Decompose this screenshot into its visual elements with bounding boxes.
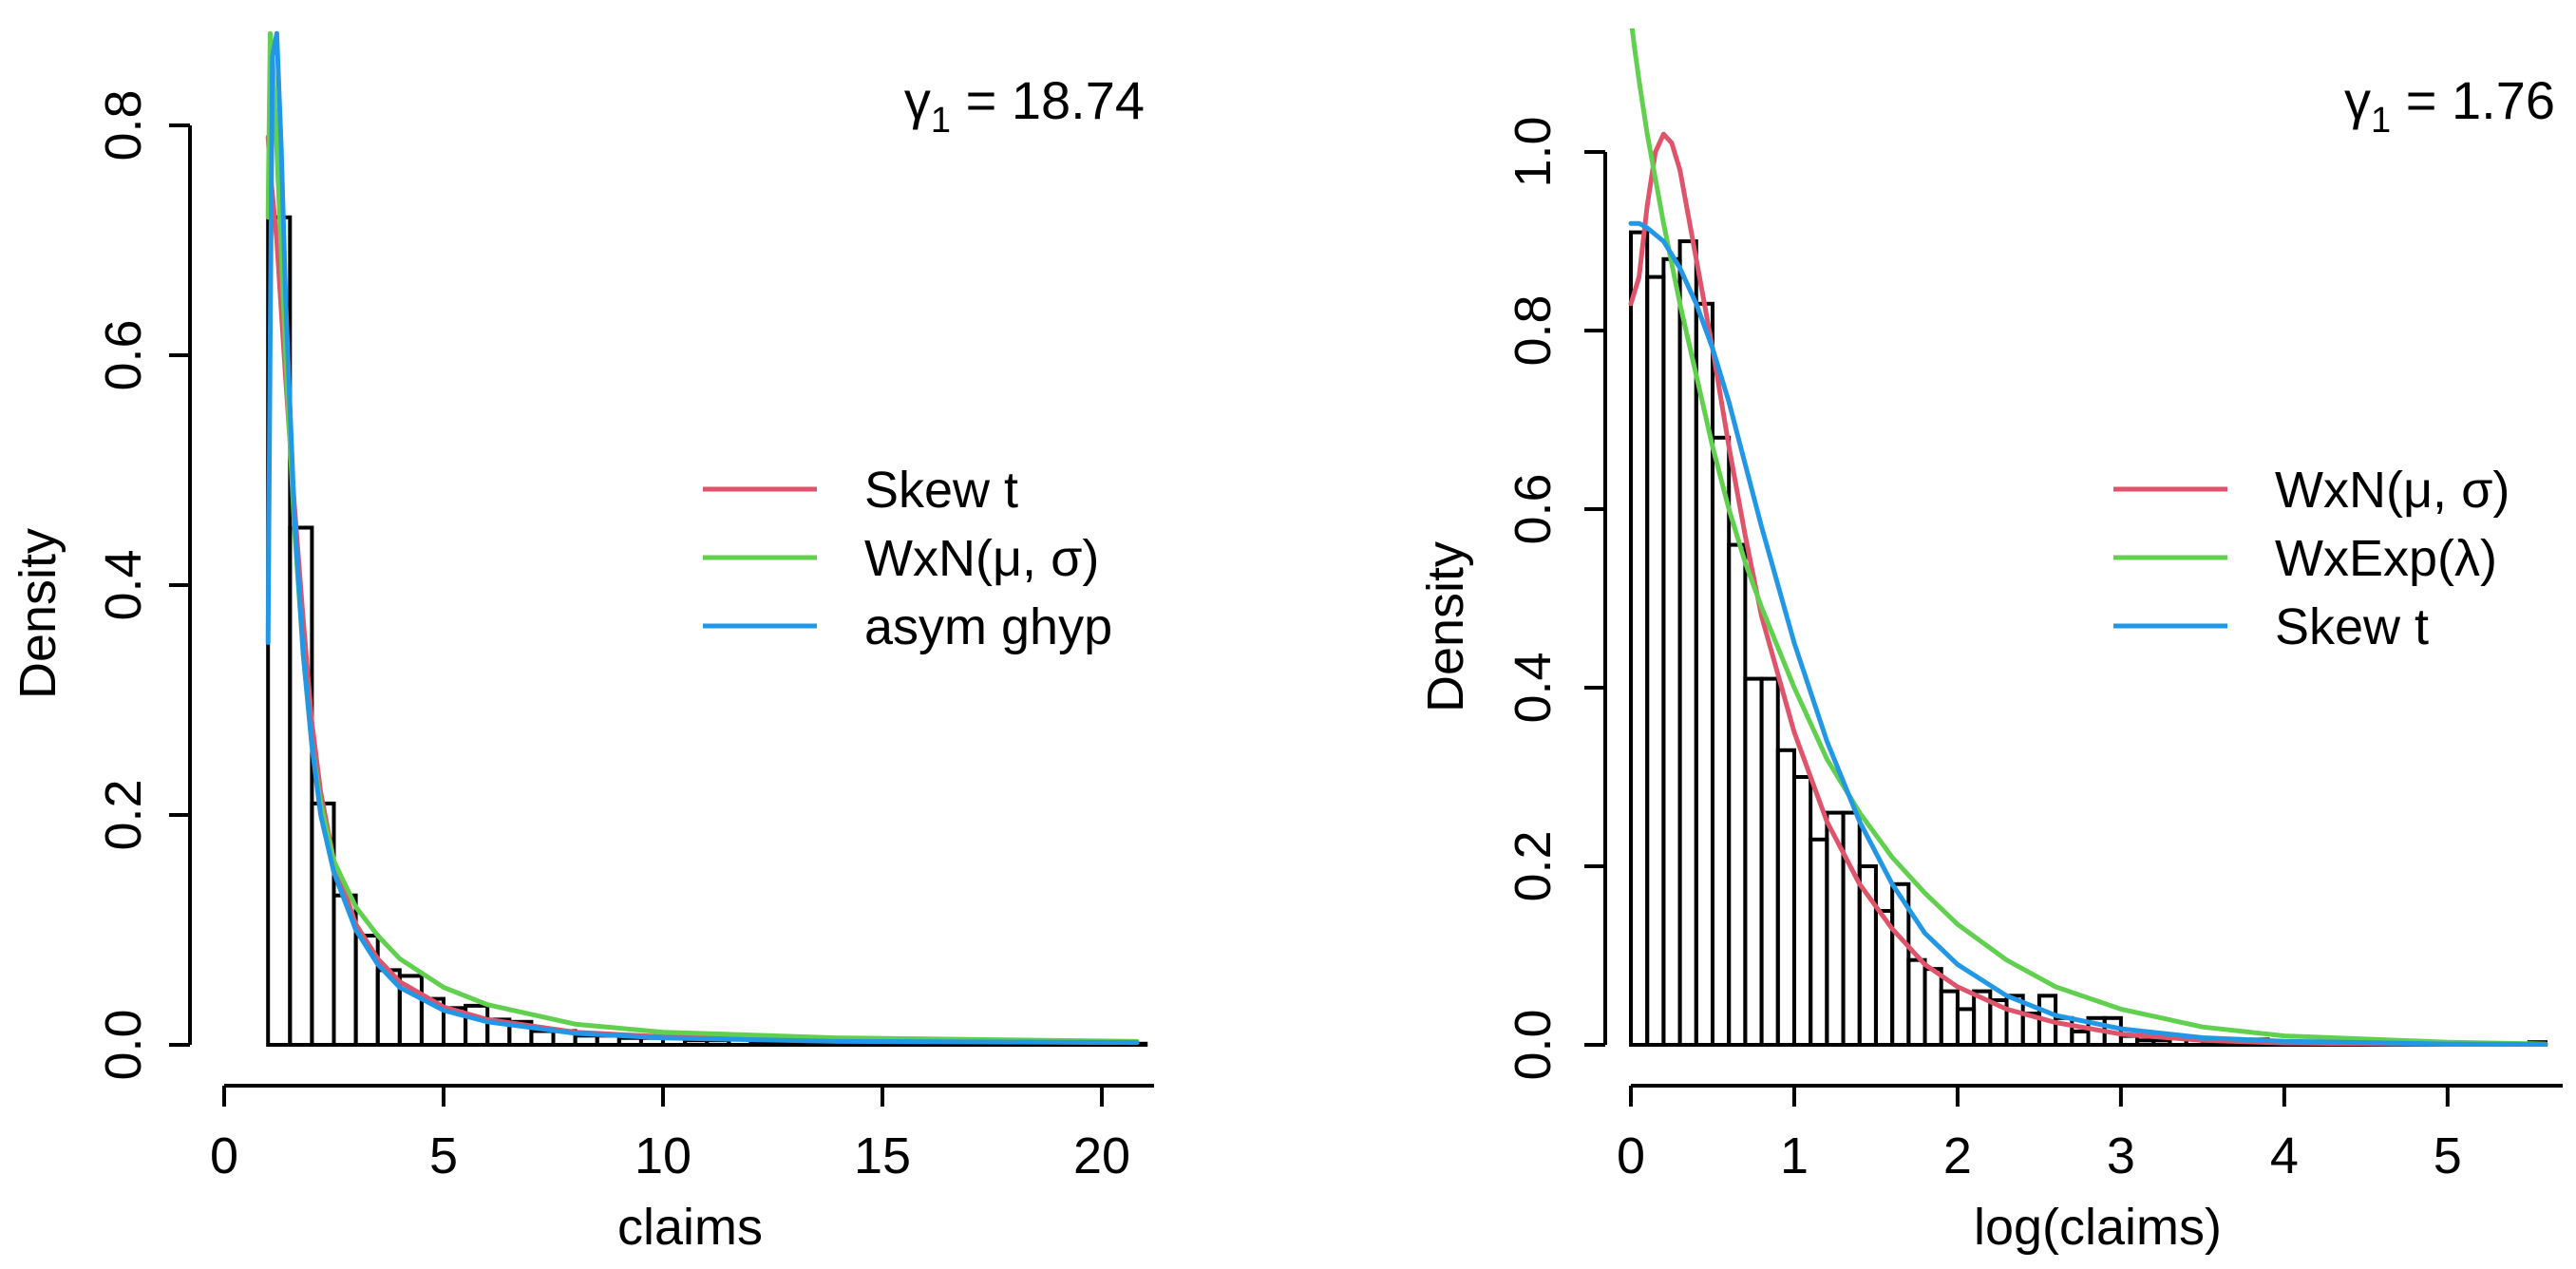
- x-tick-label: 5: [429, 1127, 458, 1184]
- x-tick-label: 0: [1617, 1127, 1645, 1184]
- legend-item: asym ghyp: [703, 598, 1112, 655]
- gamma-symbol: γ: [904, 70, 931, 130]
- legend-label: WxExp(λ): [2275, 530, 2497, 587]
- y-tick-label: 1.0: [1505, 116, 1562, 187]
- histogram-bar: [1727, 542, 1748, 1047]
- histogram-bar: [1791, 775, 1813, 1047]
- y-tick-label: 0.0: [1505, 1009, 1562, 1080]
- histogram-bar: [616, 1035, 643, 1047]
- right-histogram-panel: 0.0 0.2 0.4 0.6 0.8 1.0 Density 0 1 2 3 4 5 log(claim…: [1417, 28, 2563, 1256]
- density-curve-wxn: [265, 30, 1140, 1044]
- left-histogram-panel: 0.0 0.2 0.4 0.6 0.8 Density 0 5 10 15 20 claims γ1 =…: [9, 30, 1154, 1256]
- x-tick-label: 0: [210, 1127, 238, 1184]
- histogram-bar: [573, 1033, 599, 1047]
- legend-item: WxExp(λ): [2113, 530, 2497, 587]
- histogram-bar: [1645, 275, 1666, 1048]
- histogram-bar: [1841, 810, 1862, 1047]
- legend-label: asym ghyp: [864, 598, 1112, 655]
- legend-item: Skew t: [703, 462, 1018, 519]
- x-axis: 0 1 2 3 4 5 log(claims): [1617, 1084, 2563, 1256]
- y-tick-label: 0.2: [1505, 830, 1562, 901]
- density-curve-skew-t: [265, 134, 1140, 1046]
- y-tick-label: 0.4: [1505, 652, 1562, 723]
- skewness-value: = 1.76: [2391, 70, 2555, 130]
- y-axis-title: Density: [1417, 541, 1474, 712]
- histogram-bar: [464, 1003, 490, 1047]
- x-axis-title: claims: [617, 1199, 763, 1256]
- density-curve-asym-ghyp: [265, 30, 1140, 1046]
- x-axis: 0 5 10 15 20 claims: [210, 1084, 1154, 1256]
- legend-item: WxN(μ, σ): [703, 530, 1099, 587]
- density-curve-wxn: [1628, 131, 2548, 1047]
- skewness-annotation: γ1 = 1.76: [2344, 70, 2555, 141]
- histogram-bar: [2135, 1038, 2156, 1048]
- histogram-bar: [1661, 256, 1682, 1047]
- x-tick-label: 1: [1780, 1127, 1809, 1184]
- histogram-bar: [1710, 435, 1732, 1047]
- gamma-subscript: 1: [2371, 101, 2391, 141]
- legend-label: WxN(μ, σ): [2275, 462, 2510, 519]
- skewness-annotation: γ1 = 18.74: [904, 70, 1145, 141]
- histogram-bar: [1809, 837, 1829, 1047]
- legend-item: Skew t: [2113, 598, 2429, 655]
- skewness-value: = 18.74: [951, 70, 1145, 130]
- histogram-bar: [288, 525, 314, 1047]
- density-curves: [1628, 28, 2548, 1047]
- y-axis: 0.0 0.2 0.4 0.6 0.8 Density: [9, 89, 192, 1081]
- x-tick-label: 20: [1073, 1127, 1130, 1184]
- histogram-bar: [1955, 1007, 1977, 1048]
- histogram-bar: [1743, 676, 1764, 1047]
- histogram-bar: [1939, 989, 1960, 1047]
- x-tick-label: 4: [2270, 1127, 2299, 1184]
- legend-label: WxN(μ, σ): [864, 530, 1099, 587]
- gamma-subscript: 1: [931, 101, 951, 141]
- x-tick-label: 10: [635, 1127, 691, 1184]
- histogram-bar: [2151, 1038, 2172, 1048]
- histogram-bar: [529, 1029, 556, 1047]
- histogram-bar: [1906, 957, 1927, 1048]
- legend: WxN(μ, σ) WxExp(λ) Skew t: [2113, 462, 2510, 655]
- histogram-bar: [1775, 748, 1796, 1047]
- y-tick-label: 0.6: [95, 319, 152, 390]
- y-axis: 0.0 0.2 0.4 0.6 0.8 1.0 Density: [1417, 116, 1607, 1081]
- density-curves: [265, 30, 1140, 1046]
- legend-label: Skew t: [2275, 598, 2429, 655]
- histogram-bar: [1873, 909, 1895, 1047]
- density-curve-wxexp: [1629, 28, 2548, 1047]
- legend-item: WxN(μ, σ): [2113, 462, 2510, 519]
- x-tick-label: 5: [2434, 1127, 2462, 1184]
- y-tick-label: 0.0: [95, 1009, 152, 1080]
- histogram-bar: [2070, 1029, 2091, 1048]
- density-curve-skew-t: [1628, 220, 2548, 1047]
- y-axis-title: Density: [9, 528, 66, 699]
- y-tick-label: 0.4: [95, 549, 152, 620]
- legend-label: Skew t: [864, 462, 1018, 519]
- x-axis-title: log(claims): [1974, 1199, 2222, 1256]
- gamma-symbol: γ: [2344, 70, 2371, 130]
- x-tick-label: 15: [854, 1127, 911, 1184]
- histogram-bar: [1759, 676, 1780, 1047]
- histogram-bar: [1923, 967, 1943, 1047]
- y-tick-label: 0.6: [1505, 473, 1562, 544]
- x-tick-label: 3: [2107, 1127, 2135, 1184]
- y-tick-label: 0.8: [95, 89, 152, 161]
- y-tick-label: 0.8: [1505, 294, 1562, 366]
- histogram-bar: [1629, 230, 1650, 1048]
- y-tick-label: 0.2: [95, 779, 152, 850]
- legend: Skew t WxN(μ, σ) asym ghyp: [703, 462, 1112, 655]
- x-tick-label: 2: [1943, 1127, 1972, 1184]
